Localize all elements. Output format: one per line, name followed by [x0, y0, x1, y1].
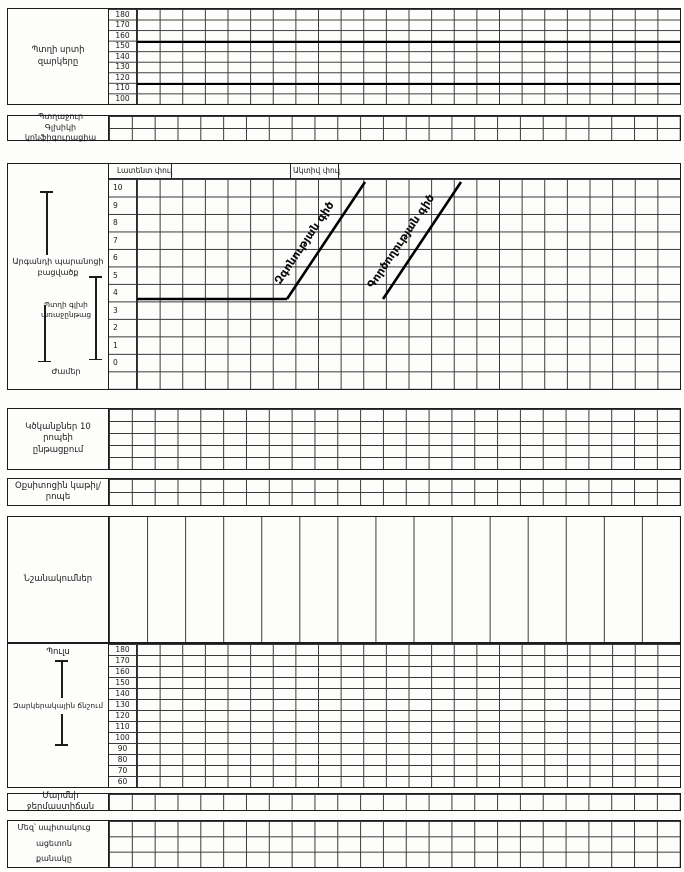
urine-labels: Մեզ՝ սպիտակուց ացետոն քանակը — [8, 821, 109, 867]
header-divider — [290, 164, 291, 178]
scale-value: 180 — [115, 644, 130, 654]
contractions-grid — [109, 409, 680, 469]
fluid-grid — [109, 116, 680, 140]
head-descent-legend-label: Պտղի գլխի առաջընթաց — [40, 300, 92, 319]
scale-value: 140 — [115, 688, 130, 698]
vitals-legend: Պուլս Զարկերակային ճնշում — [8, 644, 109, 787]
vitals-scale-gutter: 180 170 160 150 140 130 120 110 100 90 8… — [109, 644, 137, 787]
urine-protein-label: Մեզ՝ սպիտակուց — [17, 823, 91, 833]
pulse-bp-marker-icon — [55, 744, 68, 746]
scale-value: 160 — [115, 30, 130, 40]
dilation-chart-area: Լատենտ փուլ Ակտիվ փուլ 10 9 8 7 6 5 4 3 … — [109, 164, 680, 389]
contractions-label: Կծկանքներ 10 րոպեի ընթացքում — [8, 409, 109, 469]
scale-value: 110 — [115, 721, 130, 731]
scale-value: 9 — [113, 200, 118, 210]
scale-value: 1 — [113, 340, 118, 350]
fhr-grid — [137, 9, 680, 104]
scale-value: 8 — [113, 218, 118, 227]
fhr-lower-bound-line — [137, 82, 680, 86]
pulse-label: Պուլս — [46, 647, 70, 657]
scale-value: 180 — [115, 9, 130, 19]
hours-row-cell — [109, 372, 136, 390]
fhr-label-text: Պտղի սրտի զարկերը — [31, 45, 85, 67]
contractions-section: Կծկանքներ 10 րոպեի ընթացքում — [7, 408, 681, 470]
scale-value: 90 — [117, 743, 128, 753]
prescriptions-label: Նշանակումներ — [8, 517, 109, 642]
pulse-bp-marker-icon — [61, 660, 63, 698]
head-descent-marker-icon — [95, 276, 97, 360]
scale-value: 0 — [113, 358, 118, 367]
cervix-dilation-legend-label: Արգանդի պարանոցի բացվածք — [12, 257, 104, 277]
molding-label: Գլխիկի կոնֆիգուրացիա — [24, 122, 97, 143]
bp-label: Զարկերակային ճնշում — [12, 701, 104, 710]
action-line-label: Գործողության գիծ — [365, 192, 438, 291]
fluid-section: Պտղաջուր Գլխիկի կոնֆիգուրացիա — [7, 112, 681, 142]
active-phase-label: Ակտիվ փուլ — [293, 166, 341, 175]
dilation-grid: Զգոնության գիծ Գործողության գիծ — [137, 179, 680, 389]
scale-value: 120 — [115, 72, 130, 82]
pulse-bp-marker-icon — [61, 714, 63, 745]
scale-value: 6 — [113, 253, 118, 262]
scale-value: 60 — [117, 776, 128, 786]
scale-value: 130 — [115, 62, 130, 72]
dilation-phase-header: Լատենտ փուլ Ակտիվ փուլ — [109, 164, 680, 179]
scale-value: 170 — [115, 20, 130, 30]
cervix-dilation-marker-icon — [46, 191, 48, 255]
dilation-lines-overlay: Զգոնության գիծ Գործողության գիծ — [137, 181, 463, 301]
vitals-grid — [137, 644, 680, 787]
action-line — [381, 181, 463, 300]
scale-value: 100 — [115, 94, 130, 104]
oxytocin-grid — [109, 479, 680, 505]
scale-value: 3 — [113, 305, 118, 315]
fhr-scale-gutter: 180 170 160 150 140 130 120 110 100 — [109, 9, 137, 104]
alert-line — [285, 181, 367, 300]
temperature-section: Մարմնի ջերմաստիճան — [7, 791, 681, 812]
head-descent-marker-icon — [89, 358, 102, 361]
temperature-grid — [109, 794, 680, 810]
scale-value: 110 — [115, 83, 130, 93]
scale-value: 120 — [115, 710, 130, 720]
latent-phase-label: Լատենտ փուլ — [117, 166, 173, 175]
scale-value: 140 — [115, 51, 130, 61]
scale-value: 130 — [115, 699, 130, 709]
urine-section: Մեզ՝ սպիտակուց ացետոն քանակը — [7, 820, 681, 868]
urine-amount-label: քանակը — [36, 853, 72, 863]
scale-value: 160 — [115, 666, 130, 676]
dilation-scale-gutter: 10 9 8 7 6 5 4 3 2 1 0 — [109, 179, 137, 389]
fluid-labels: Պտղաջուր Գլխիկի կոնֆիգուրացիա — [8, 112, 109, 142]
amniotic-fluid-label: Պտղաջուր — [37, 111, 84, 121]
oxytocin-section: Օքսիտոցին կաթիլ/րոպե — [7, 478, 681, 506]
scale-value: 5 — [113, 270, 118, 280]
scale-value: 100 — [115, 732, 130, 742]
fhr-upper-bound-line — [137, 40, 680, 43]
scale-value: 80 — [117, 754, 128, 764]
dilation-section: Արգանդի պարանոցի բացվածք Պտղի գլխի առաջը… — [7, 163, 681, 390]
scale-value: 7 — [113, 235, 118, 245]
urine-acetone-label: ացետոն — [36, 838, 72, 848]
hours-label: Ժամեր — [51, 367, 81, 376]
dilation-legend: Արգանդի պարանոցի բացվածք Պտղի գլխի առաջը… — [8, 164, 109, 389]
oxytocin-label: Օքսիտոցին կաթիլ/րոպե — [8, 479, 109, 505]
fhr-label: Պտղի սրտի զարկերը — [8, 9, 109, 104]
vitals-section: Պուլս Զարկերակային ճնշում 180 170 160 15… — [7, 643, 681, 788]
header-divider — [171, 164, 172, 178]
prescriptions-section: Նշանակումներ — [7, 516, 681, 643]
scale-value: 10 — [113, 183, 123, 192]
scale-value: 4 — [113, 288, 118, 297]
prescriptions-grid — [109, 517, 680, 642]
hours-marker-icon — [38, 360, 51, 363]
hours-marker-icon — [44, 305, 46, 362]
fhr-section: Պտղի սրտի զարկերը 180 170 160 150 140 13… — [7, 8, 681, 105]
header-divider — [338, 164, 339, 178]
urine-grid — [109, 821, 680, 867]
scale-value: 150 — [115, 41, 130, 51]
scale-value: 70 — [117, 765, 128, 775]
scale-value: 170 — [115, 655, 130, 665]
temperature-label: Մարմնի ջերմաստիճան — [8, 791, 109, 812]
scale-value: 2 — [113, 323, 118, 332]
scale-value: 150 — [115, 677, 130, 687]
